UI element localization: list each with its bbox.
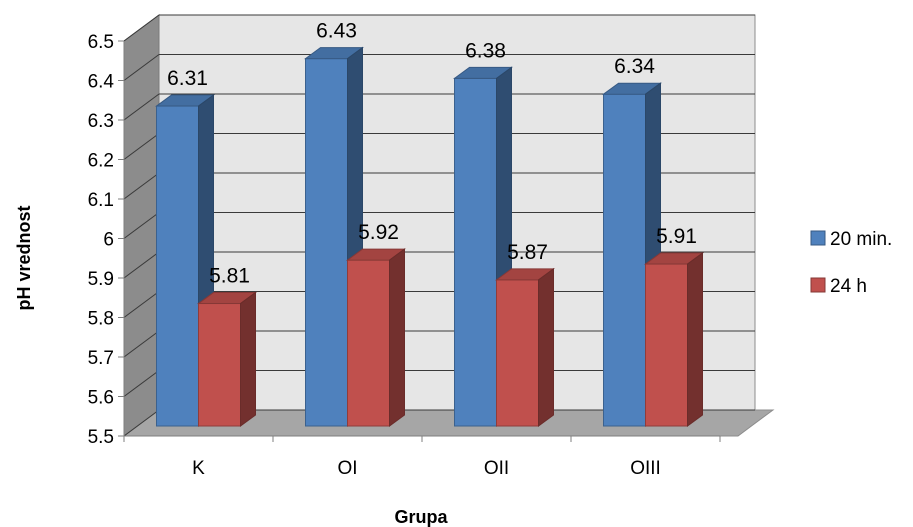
y-tick-label: 5.5: [88, 427, 114, 448]
y-axis-ticks: 6.5 6.4 6.3 6.2 6.1 6 5.9 5.8 5.7 5.6 5.5: [88, 32, 125, 448]
data-label: 6.43: [316, 20, 357, 43]
gridline-side: [123, 54, 160, 81]
bar: [645, 263, 688, 427]
data-label: 5.87: [507, 241, 548, 264]
gridline-side: [123, 409, 160, 437]
data-label: 5.91: [656, 225, 697, 248]
gridline-side: [123, 14, 160, 42]
bar-side: [538, 267, 554, 427]
y-tick-label: 6.1: [88, 190, 114, 211]
x-tick-label: OII: [484, 458, 509, 479]
legend-label: 20 min.: [830, 229, 892, 250]
bar-side: [687, 252, 703, 427]
gridline-side: [123, 133, 160, 160]
legend-swatch: [810, 277, 826, 293]
y-tick-label: 5.9: [88, 269, 114, 290]
x-axis-title: Grupa: [394, 507, 448, 527]
data-label: 6.34: [614, 55, 655, 78]
y-tick-label: 6: [103, 230, 114, 251]
gridline-side: [123, 93, 160, 121]
y-axis-title: pH vrednost: [14, 205, 34, 310]
y-tick-label: 5.6: [88, 388, 114, 409]
y-tick-label: 6.4: [88, 72, 115, 93]
data-label: 6.31: [167, 67, 208, 90]
x-tick-label: OI: [337, 458, 357, 479]
gridline-side: [123, 251, 160, 279]
y-tick-label: 6.2: [88, 151, 114, 172]
bars: [154, 46, 705, 427]
gridline-side: [123, 330, 160, 358]
gridline-side: [123, 172, 160, 200]
gridline-side: [123, 291, 160, 318]
x-axis-ticks: K OI OII OIII: [123, 435, 721, 479]
y-tick-label: 6.3: [88, 111, 114, 132]
gridline-side: [123, 370, 160, 397]
legend: 20 min. 24 h: [810, 229, 892, 297]
data-label: 5.92: [358, 221, 399, 244]
legend-swatch: [810, 230, 826, 246]
bar-side: [240, 291, 256, 427]
bar: [454, 77, 497, 427]
bar: [496, 279, 539, 427]
bar-side: [389, 248, 405, 427]
data-label: 6.38: [465, 39, 506, 62]
y-tick-label: 5.8: [88, 309, 114, 330]
bar: [156, 105, 199, 427]
x-tick-label: K: [192, 458, 205, 479]
legend-label: 24 h: [830, 276, 867, 297]
y-tick-label: 5.7: [88, 348, 114, 369]
x-tick-label: OIII: [630, 458, 661, 479]
bar: [603, 93, 646, 427]
bar: [198, 303, 241, 427]
gridline-side: [123, 212, 160, 239]
data-labels: 6.31 5.81 6.43 5.92 6.38 5.87 6.34 5.91: [167, 20, 697, 288]
bar: [305, 58, 348, 427]
data-label: 5.81: [209, 265, 250, 288]
y-tick-label: 6.5: [88, 32, 114, 53]
bar: [347, 259, 390, 427]
